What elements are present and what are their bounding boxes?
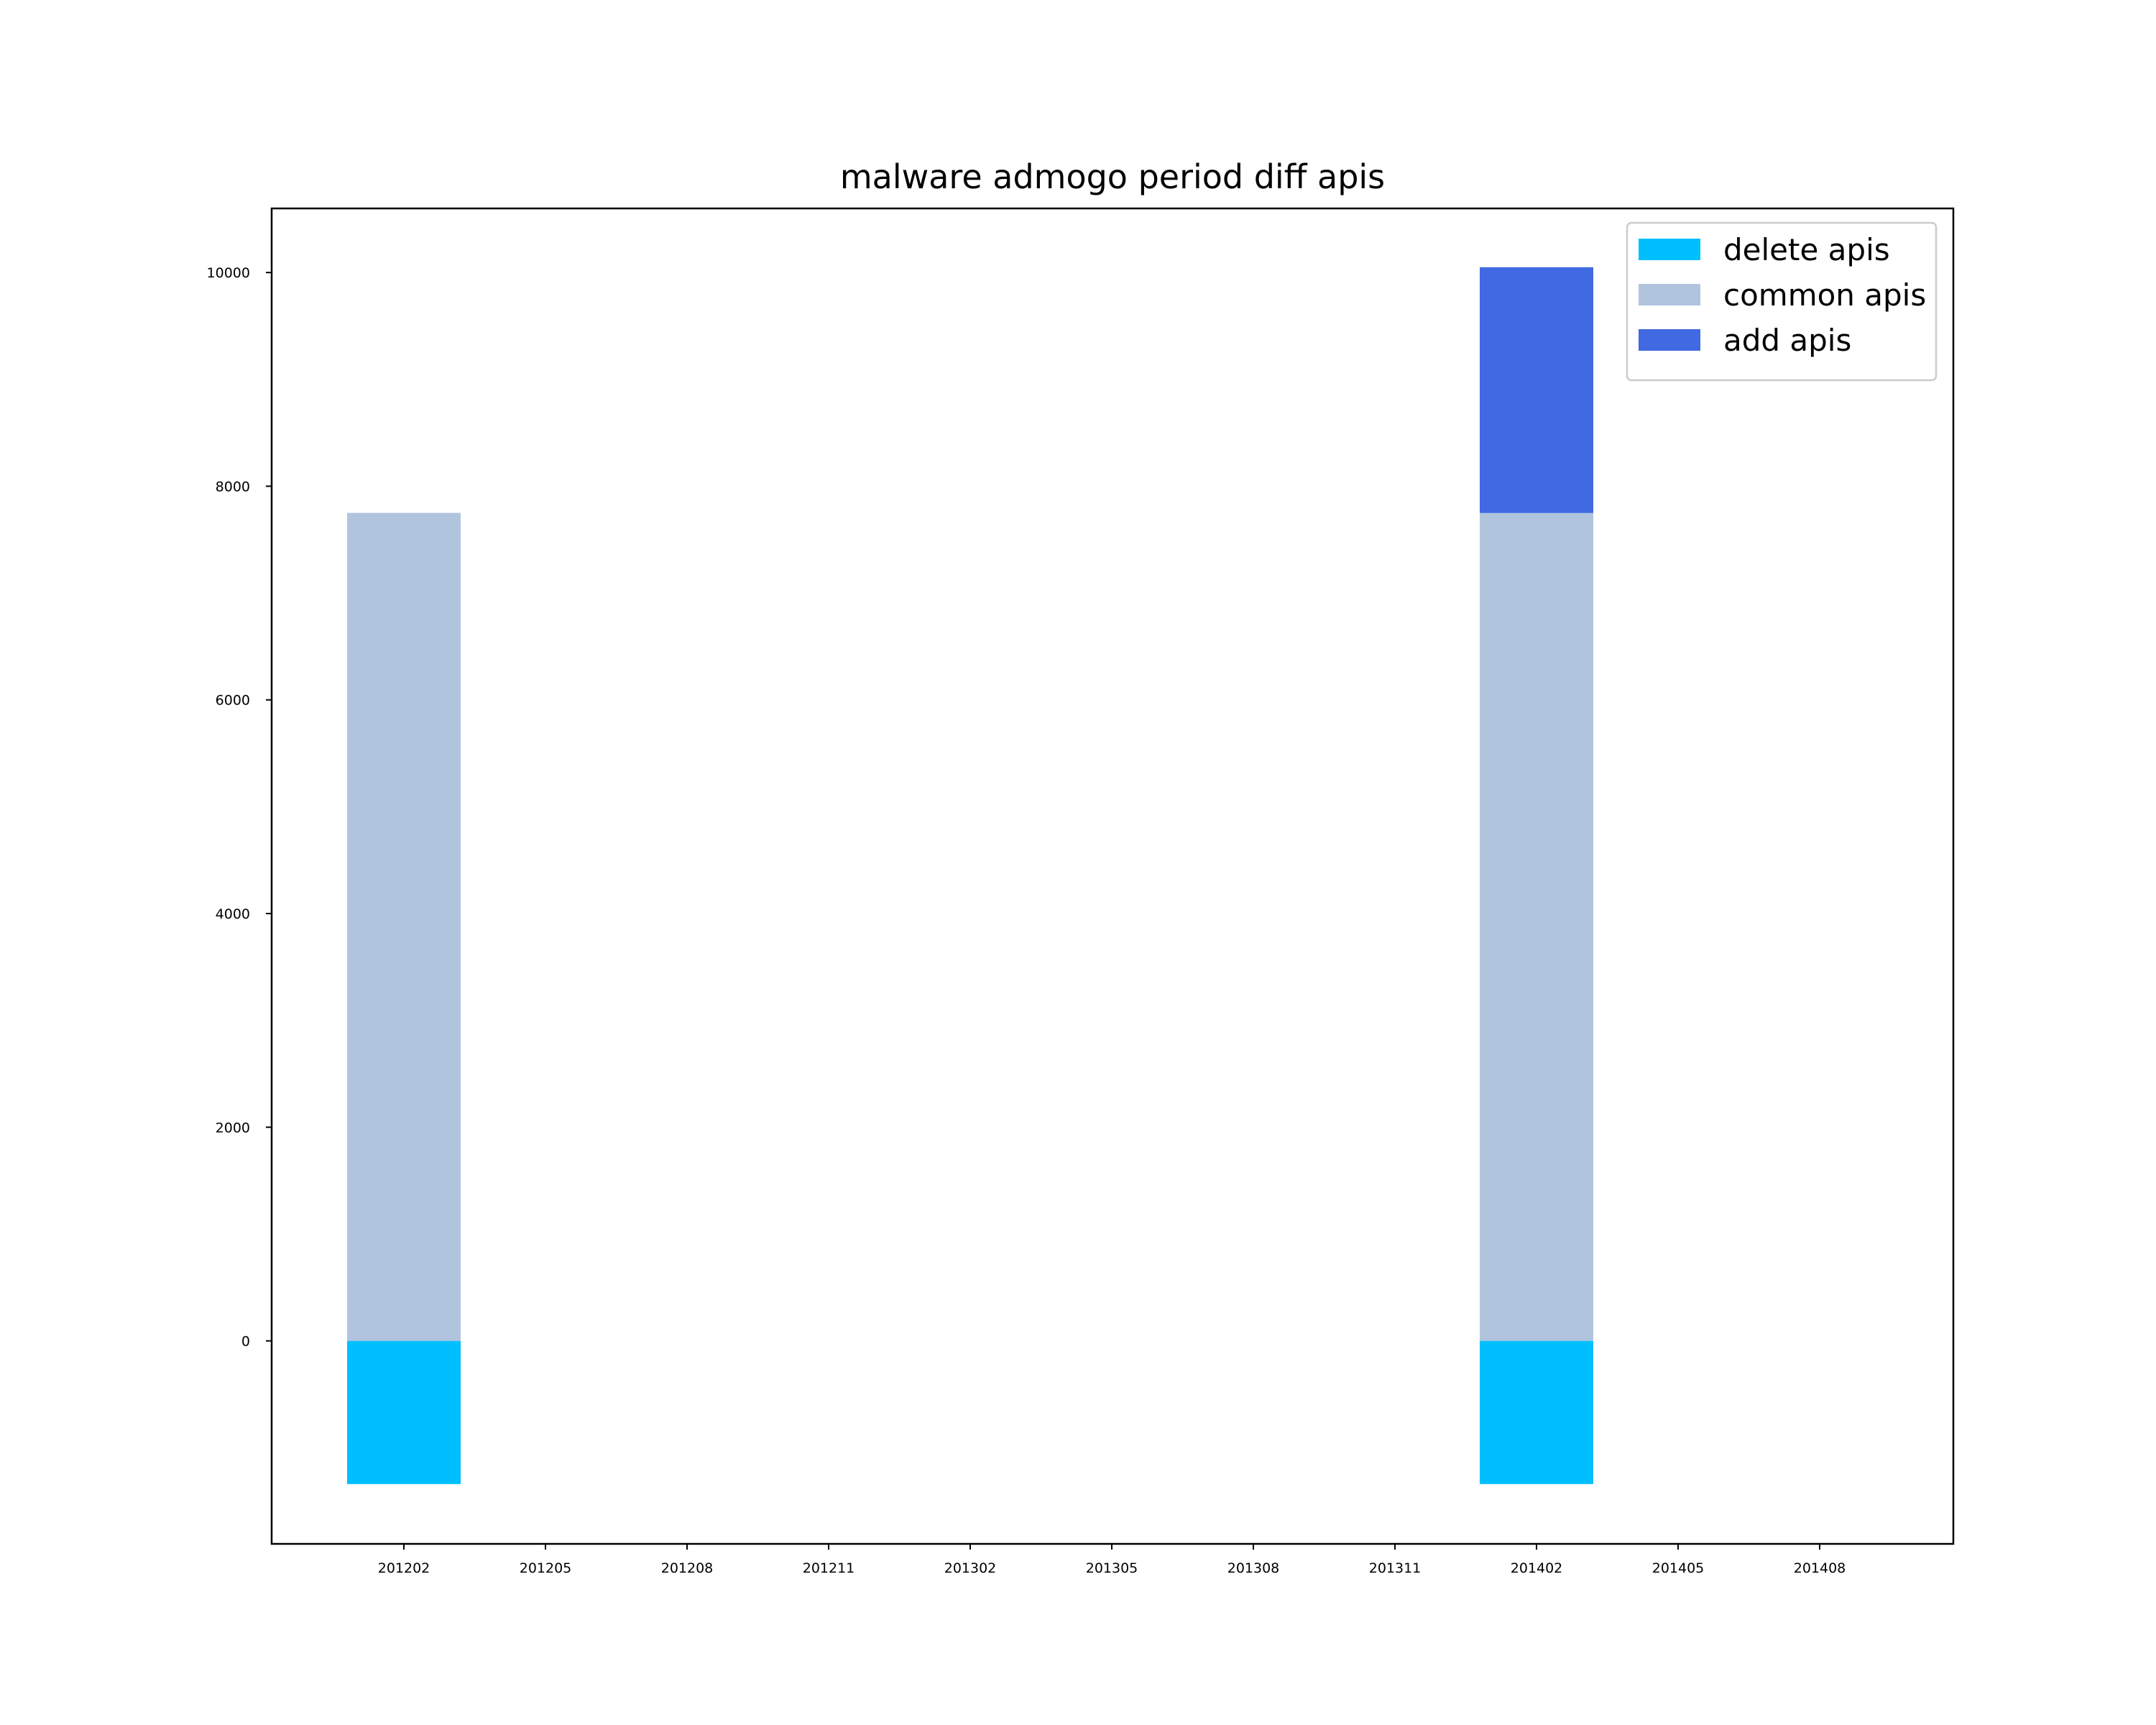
x-tick-label: 201405 xyxy=(1652,1560,1705,1576)
x-tick-label: 201302 xyxy=(944,1560,997,1576)
legend-label-delete-apis: delete apis xyxy=(1723,232,1890,267)
y-tick-label: 0 xyxy=(241,1334,250,1350)
x-tick-label: 201308 xyxy=(1227,1560,1280,1576)
bar-delete-apis-201402 xyxy=(1480,1340,1593,1484)
x-tick-label: 201208 xyxy=(661,1560,714,1576)
bar-add-apis-201402 xyxy=(1480,267,1593,513)
plot-frame xyxy=(270,207,1955,1545)
x-axis: 201202 201205 201208 201211 201302 201305 2013… xyxy=(378,1544,1846,1576)
x-tick-label: 201305 xyxy=(1086,1560,1138,1576)
bars-layer xyxy=(347,267,1593,1484)
chart-title: malware admogo period diff apis xyxy=(840,157,1385,196)
legend-swatch-delete-apis xyxy=(1639,239,1700,260)
legend-box xyxy=(1626,221,1938,382)
legend-swatch-common-apis xyxy=(1639,284,1700,305)
bar-delete-apis-201202 xyxy=(347,1340,461,1484)
legend-swatch-add-apis xyxy=(1639,329,1700,351)
legend-label-common-apis: common apis xyxy=(1723,277,1926,313)
x-tick-label: 201202 xyxy=(378,1560,430,1576)
x-tick-label: 201402 xyxy=(1511,1560,1563,1576)
x-tick-label: 201311 xyxy=(1369,1560,1422,1576)
x-tick-label: 201408 xyxy=(1794,1560,1846,1576)
y-tick-label: 2000 xyxy=(216,1120,250,1136)
bar-common-apis-201202 xyxy=(347,512,461,1341)
legend-label-add-apis: add apis xyxy=(1723,323,1851,358)
y-tick-label: 10000 xyxy=(207,265,250,281)
y-axis: 0 2000 4000 6000 8000 10000 xyxy=(207,265,272,1350)
bar-common-apis-201402 xyxy=(1480,512,1593,1341)
x-tick-label: 201211 xyxy=(803,1560,855,1576)
y-tick-label: 6000 xyxy=(216,693,250,709)
y-tick-label: 4000 xyxy=(216,906,250,922)
x-tick-label: 201205 xyxy=(520,1560,572,1576)
y-tick-label: 8000 xyxy=(216,479,250,494)
legend: delete apis common apis add apis xyxy=(1626,221,1938,382)
